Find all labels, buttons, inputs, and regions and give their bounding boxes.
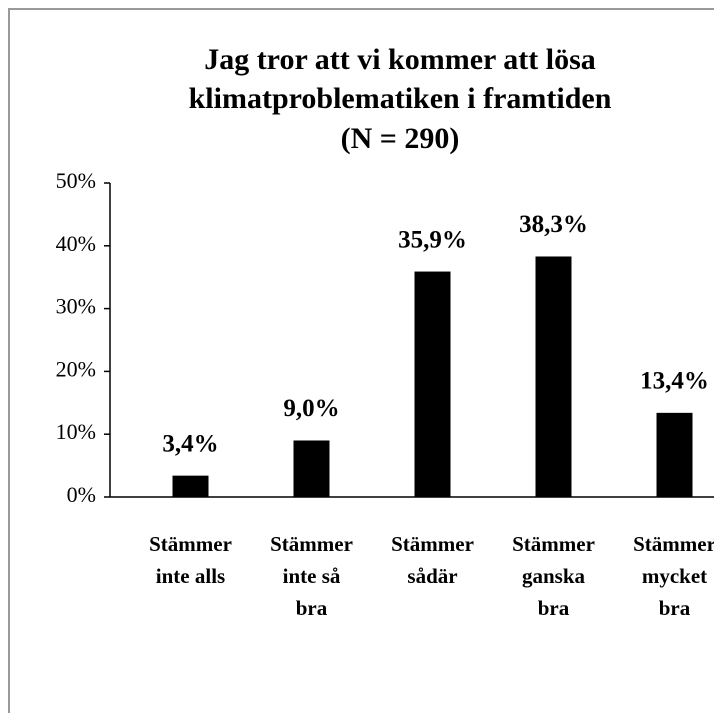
bar — [414, 271, 451, 497]
y-tick-label: 40% — [56, 231, 96, 256]
y-tick-label: 10% — [56, 419, 96, 444]
bar — [535, 256, 572, 497]
bar — [656, 412, 693, 497]
data-label: 13,4% — [640, 368, 709, 395]
data-label: 35,9% — [398, 226, 467, 253]
x-tick-label: ganska — [522, 564, 586, 588]
chart-frame — [8, 8, 714, 713]
x-tick-label: bra — [538, 596, 570, 620]
x-tick-label: Stämmer — [391, 532, 474, 556]
chart-title: klimatproblematiken i framtiden — [189, 82, 612, 115]
x-tick-label: Stämmer — [512, 532, 595, 556]
y-tick-label: 50% — [56, 168, 96, 193]
x-tick-label: Stämmer — [149, 532, 232, 556]
data-label: 38,3% — [519, 211, 588, 238]
x-tick-label: bra — [296, 596, 328, 620]
bar — [293, 440, 330, 497]
y-tick-label: 20% — [56, 356, 96, 381]
y-tick-label: 30% — [56, 294, 96, 319]
data-label: 9,0% — [283, 395, 339, 422]
x-tick-label: mycket — [642, 564, 707, 588]
x-tick-label: inte alls — [156, 564, 225, 588]
data-label: 3,4% — [162, 430, 218, 457]
y-tick-label: 0% — [67, 482, 96, 507]
x-tick-label: inte så — [283, 564, 341, 588]
bar — [172, 475, 209, 497]
chart-subtitle: (N = 290) — [341, 122, 460, 155]
chart-title: Jag tror att vi kommer att lösa — [204, 43, 596, 76]
x-tick-label: Stämmer — [633, 532, 714, 556]
x-tick-label: Stämmer — [270, 532, 353, 556]
x-tick-label: sådär — [407, 564, 457, 588]
x-tick-label: bra — [659, 596, 691, 620]
